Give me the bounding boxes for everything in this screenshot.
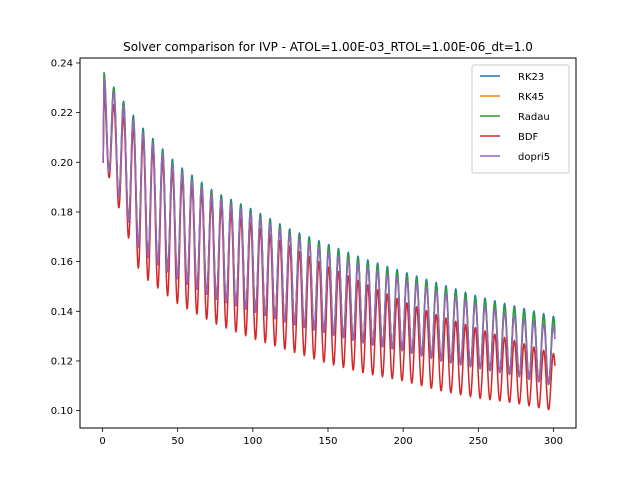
series-line-bdf	[102, 92, 556, 411]
legend-box	[471, 64, 570, 174]
series-line-dopri5	[102, 77, 556, 386]
series-layer	[102, 72, 556, 411]
x-tick-label: 100	[243, 436, 262, 447]
y-tick-label: 0.10	[51, 406, 73, 417]
legend: RK23 RK45 Radau BDF dopri5	[471, 64, 570, 174]
x-tick-label: 150	[318, 436, 337, 447]
x-axis: 0 50 100 150 200 250 300	[99, 428, 563, 447]
legend-label-dopri5: dopri5	[518, 152, 550, 163]
legend-label-rk45: RK45	[518, 92, 544, 103]
y-tick-label: 0.24	[51, 58, 73, 69]
legend-label-bdf: BDF	[518, 132, 539, 143]
y-tick-label: 0.12	[51, 356, 73, 367]
y-tick-label: 0.22	[51, 108, 73, 119]
y-axis: 0.10 0.12 0.14 0.16 0.18 0.20 0.22 0.24	[51, 58, 80, 417]
chart-title: Solver comparison for IVP - ATOL=1.00E-0…	[123, 40, 533, 54]
x-tick-label: 50	[171, 436, 184, 447]
x-tick-label: 200	[394, 436, 413, 447]
y-tick-label: 0.20	[51, 158, 73, 169]
y-tick-label: 0.18	[51, 207, 73, 218]
x-tick-label: 0	[99, 436, 105, 447]
x-tick-label: 250	[469, 436, 488, 447]
x-tick-label: 300	[544, 436, 563, 447]
legend-label-rk23: RK23	[518, 72, 544, 83]
y-tick-label: 0.14	[51, 307, 73, 318]
y-tick-label: 0.16	[51, 257, 73, 268]
legend-label-radau: Radau	[518, 112, 550, 123]
